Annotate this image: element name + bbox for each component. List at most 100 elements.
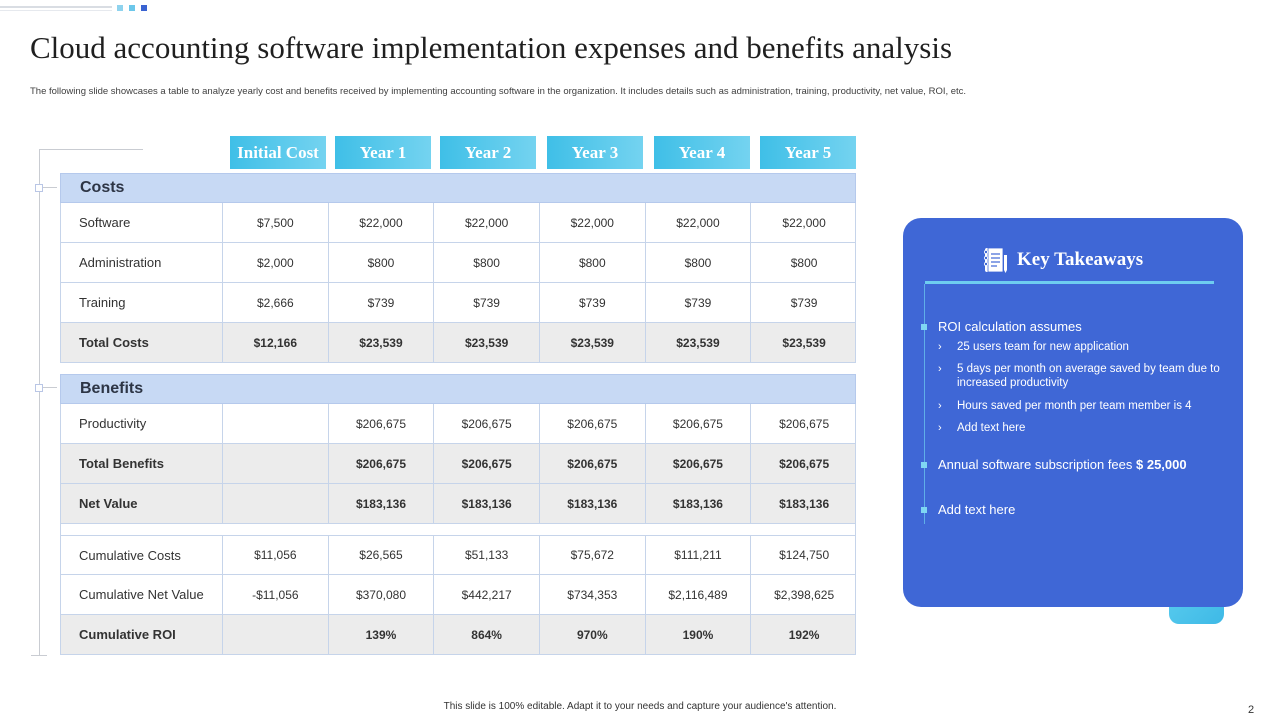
chevron-right-icon: › — [938, 341, 942, 353]
key-takeaways-divider — [925, 281, 1214, 284]
table-cell: $22,000 — [782, 215, 826, 230]
subscription-fees-value: $ 25,000 — [1136, 457, 1187, 472]
table-cell: $75,672 — [540, 536, 646, 574]
table-cell — [223, 615, 329, 654]
table-cell: $206,675 — [540, 404, 646, 443]
table-cell — [223, 484, 329, 523]
table-cell: $2,666 — [223, 283, 329, 322]
table-cell: 190% — [646, 615, 752, 654]
table-cell: $124,750 — [779, 548, 830, 562]
footer-note: This slide is 100% editable. Adapt it to… — [443, 701, 837, 712]
row-label: Cumulative ROI — [61, 615, 223, 654]
chevron-right-icon: › — [938, 400, 942, 412]
page-title: Cloud accounting software implementation… — [30, 30, 953, 65]
table-cell: $206,675 — [779, 416, 830, 431]
table-cell: $739 — [329, 283, 435, 322]
row-label: Cumulative Net Value — [61, 575, 223, 614]
costs-marker-icon — [35, 184, 43, 192]
row-label: Productivity — [61, 404, 223, 443]
table-cell: $442,217 — [434, 575, 540, 614]
table-cell: -$11,056 — [223, 575, 329, 614]
chevron-right-icon: › — [938, 422, 942, 434]
decoration-square-light — [117, 5, 123, 11]
table-row-software: Software $7,500 $22,000 $22,000 $22,000 … — [60, 203, 856, 243]
bracket-top-line — [39, 149, 143, 150]
table-cell: $2,398,625 — [774, 587, 835, 602]
key-takeaways-vertical-line — [924, 284, 925, 524]
page-subtitle: The following slide showcases a table to… — [30, 86, 967, 97]
table-row-cumulative-costs: Cumulative Costs $11,056 $26,565 $51,133… — [60, 535, 856, 575]
table-row-cumulative-net-value: Cumulative Net Value -$11,056 $370,080 $… — [60, 575, 856, 615]
table-cell: $11,056 — [223, 536, 329, 574]
table-cell: $800 — [790, 255, 818, 270]
section-costs-header: Costs — [60, 173, 856, 203]
table-cell: $370,080 — [329, 575, 435, 614]
key-takeaways-title: Key Takeaways — [1017, 249, 1144, 270]
header-year-5: Year 5 — [760, 136, 856, 169]
page-number: 2 — [1248, 704, 1255, 716]
takeaway-add-text: Add text here — [938, 502, 1016, 517]
table-cell: $206,675 — [646, 404, 752, 443]
bracket-bottom-line — [31, 655, 47, 656]
takeaway-sub-users: 25 users team for new application — [957, 341, 1129, 353]
header-year-2: Year 2 — [440, 136, 536, 169]
subscription-fees-label: Annual software subscription fees — [938, 457, 1136, 472]
table-cell: $800 — [329, 243, 435, 282]
table-cell: $206,675 — [329, 444, 435, 483]
table-cell: $800 — [540, 243, 646, 282]
table-cell: $206,675 — [779, 456, 830, 471]
table-cell: $7,500 — [223, 203, 329, 242]
row-label: Cumulative Costs — [61, 536, 223, 574]
bracket-vertical-line — [39, 149, 40, 656]
table-cell: $206,675 — [646, 444, 752, 483]
table-cell: 970% — [540, 615, 646, 654]
table-cell: $2,116,489 — [646, 575, 752, 614]
bullet-marker — [921, 462, 927, 468]
table-cell — [223, 404, 329, 443]
table-cell: $51,133 — [434, 536, 540, 574]
table-cell: $22,000 — [646, 203, 752, 242]
row-label: Net Value — [61, 484, 223, 523]
table-cell: $23,539 — [434, 323, 540, 362]
table-cell: $23,539 — [646, 323, 752, 362]
table-cell: $23,539 — [782, 335, 826, 350]
table-cell: 192% — [788, 627, 820, 642]
takeaway-roi-assumes: ROI calculation assumes — [938, 319, 1082, 334]
table-cell: $800 — [434, 243, 540, 282]
decoration-square-dark — [141, 5, 147, 11]
table-cell: $183,136 — [434, 484, 540, 523]
table-row-productivity: Productivity $206,675 $206,675 $206,675 … — [60, 404, 856, 444]
table-row-net-value: Net Value $183,136 $183,136 $183,136 $18… — [60, 484, 856, 524]
table-cell: $2,000 — [223, 243, 329, 282]
table-cell: $12,166 — [223, 323, 329, 362]
row-label: Software — [61, 203, 223, 242]
takeaway-subscription-fees: Annual software subscription fees $ 25,0… — [938, 457, 1187, 472]
table-cell: $26,565 — [329, 536, 435, 574]
table-cell: $206,675 — [434, 444, 540, 483]
chevron-right-icon: › — [938, 363, 942, 375]
row-label: Training — [61, 283, 223, 322]
header-initial-cost: Initial Cost — [230, 136, 326, 169]
table-cell: $22,000 — [329, 203, 435, 242]
table-cell: $23,539 — [329, 323, 435, 362]
notebook-icon — [984, 247, 1007, 273]
row-label: Total Benefits — [61, 444, 223, 483]
takeaway-sub-days-saved: 5 days per month on average saved by tea… — [957, 363, 1220, 389]
takeaway-sub-hours-saved: Hours saved per month per team member is… — [957, 400, 1192, 412]
takeaway-sub-add-text: Add text here — [957, 422, 1026, 434]
table-cell: $183,136 — [646, 484, 752, 523]
header-year-1: Year 1 — [335, 136, 431, 169]
table-cell: 139% — [329, 615, 435, 654]
table-cell: $111,211 — [646, 536, 752, 574]
table-row-administration: Administration $2,000 $800 $800 $800 $80… — [60, 243, 856, 283]
table-cell: $183,136 — [329, 484, 435, 523]
table-row-cumulative-roi: Cumulative ROI 139% 864% 970% 190% 192% — [60, 615, 856, 655]
benefits-marker-icon — [35, 384, 43, 392]
table-cell: $23,539 — [540, 323, 646, 362]
table-cell: 864% — [434, 615, 540, 654]
table-cell: $183,136 — [779, 496, 830, 511]
table-cell — [223, 444, 329, 483]
table-row-total-benefits: Total Benefits $206,675 $206,675 $206,67… — [60, 444, 856, 484]
decoration-square-mid — [129, 5, 135, 11]
table-cell: $22,000 — [540, 203, 646, 242]
